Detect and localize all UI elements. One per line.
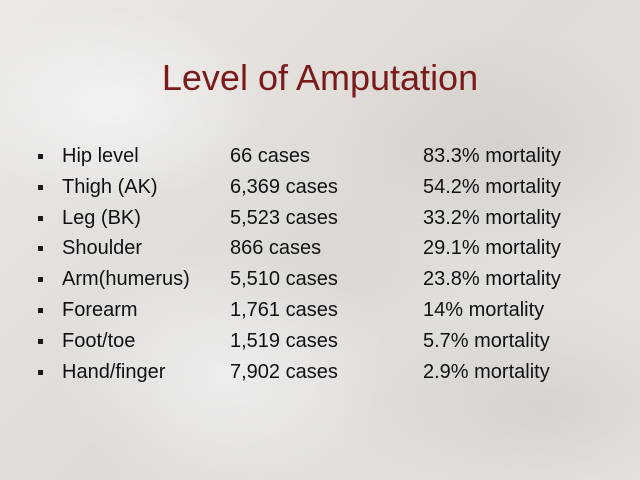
list-item: Forearm 1,761 cases 14% mortality	[0, 295, 640, 326]
list-item: Foot/toe 1,519 cases 5.7% mortality	[0, 326, 640, 357]
square-bullet-icon	[38, 307, 43, 313]
case-count: 5,510 cases	[230, 268, 338, 291]
mortality-rate: 5.7% mortality	[423, 329, 550, 352]
square-bullet-icon	[38, 338, 43, 344]
square-bullet-icon	[38, 215, 43, 221]
case-count: 1,519 cases	[230, 329, 338, 352]
list-item: Hand/finger 7,902 cases 2.9% mortality	[0, 357, 640, 388]
square-bullet-icon	[38, 277, 43, 283]
mortality-rate: 33.2% mortality	[423, 206, 561, 229]
case-count: 6,369 cases	[230, 175, 338, 198]
square-bullet-icon	[38, 154, 43, 159]
case-count: 7,902 cases	[230, 360, 338, 383]
slide-title: Level of Amputation	[161, 57, 479, 98]
mortality-rate: 14% mortality	[423, 298, 545, 321]
mortality-rate: 2.9% mortality	[423, 360, 550, 383]
amputation-site: Leg (BK)	[62, 206, 141, 229]
list-item: Arm(humerus) 5,510 cases 23.8% mortality	[0, 264, 640, 295]
list-item: Hip level 66 cases 83.3% mortality	[0, 141, 640, 172]
case-count: 866 cases	[230, 237, 322, 260]
list-item: Leg (BK) 5,523 cases 33.2% mortality	[0, 203, 640, 234]
mortality-rate: 83.3% mortality	[423, 145, 561, 167]
amputation-site: Arm(humerus)	[62, 268, 190, 291]
amputation-site: Shoulder	[62, 237, 143, 260]
case-count: 66 cases	[230, 145, 311, 167]
amputation-list: Hip level 66 cases 83.3% mortality Thigh…	[0, 141, 640, 387]
square-bullet-icon	[38, 184, 43, 190]
square-bullet-icon	[38, 369, 43, 375]
amputation-site: Forearm	[62, 298, 138, 321]
list-item: Thigh (AK) 6,369 cases 54.2% mortality	[0, 172, 640, 203]
mortality-rate: 29.1% mortality	[423, 237, 561, 260]
mortality-rate: 54.2% mortality	[423, 175, 561, 198]
case-count: 5,523 cases	[230, 206, 338, 229]
mortality-rate: 23.8% mortality	[423, 268, 561, 291]
case-count: 1,761 cases	[230, 298, 338, 321]
amputation-site: Thigh (AK)	[62, 175, 158, 198]
amputation-site: Foot/toe	[62, 329, 136, 352]
list-item: Shoulder 866 cases 29.1% mortality	[0, 233, 640, 264]
amputation-site: Hand/finger	[62, 360, 166, 383]
square-bullet-icon	[38, 246, 43, 252]
amputation-site: Hip level	[62, 145, 139, 167]
